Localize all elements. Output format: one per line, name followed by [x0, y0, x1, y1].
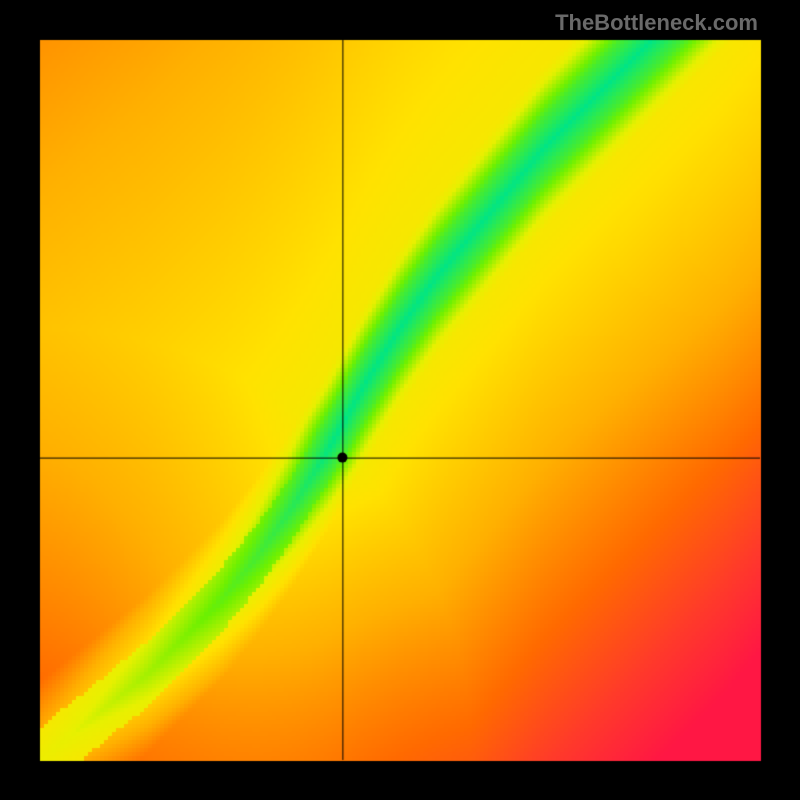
- outer-frame: TheBottleneck.com: [0, 0, 800, 800]
- watermark-text: TheBottleneck.com: [555, 10, 758, 36]
- bottleneck-heatmap: [0, 0, 800, 800]
